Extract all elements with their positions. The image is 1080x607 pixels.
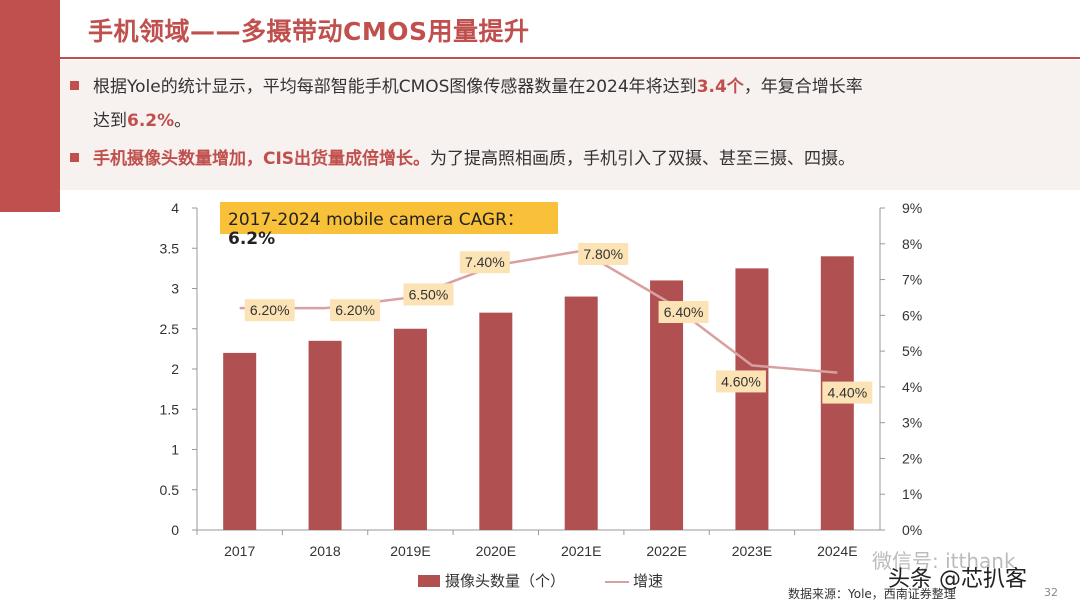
bullet-1-line-2-suffix: 。 (174, 111, 192, 131)
data-label-box (715, 370, 766, 393)
source-note: 数据来源：Yole，西南证券整理 (788, 587, 956, 601)
bar (564, 296, 598, 530)
left-axis-tick-label: 4 (171, 200, 179, 216)
data-label-box (658, 301, 709, 324)
x-axis-tick-label: 2017 (224, 543, 255, 559)
bar (479, 312, 513, 530)
legend-bar-swatch (418, 575, 440, 587)
bullet-panel: 根据Yole的统计显示，平均每部智能手机CMOS图像传感器数量在2024年将达到… (60, 60, 1080, 190)
x-axis-tick-label: 2020E (476, 543, 516, 559)
data-label-box (822, 381, 873, 404)
data-label: 7.80% (583, 246, 623, 262)
legend-line-label: 增速 (633, 572, 664, 590)
cagr-callout-value: 6.2% (228, 229, 276, 249)
data-label: 4.40% (827, 385, 867, 401)
right-axis-tick-label: 6% (902, 307, 922, 323)
x-axis-tick-label: 2023E (732, 543, 772, 559)
bar (393, 328, 427, 530)
title-bar (60, 0, 1080, 58)
left-axis-tick-label: 3 (171, 281, 179, 297)
bar-series (223, 256, 854, 530)
right-axis-tick-label: 0% (902, 522, 922, 538)
data-label-box (330, 299, 381, 322)
right-axis-tick-label: 7% (902, 272, 922, 288)
bar (308, 340, 342, 530)
x-axis-tick-label: 2019E (390, 543, 430, 559)
bullet-2-text: 为了提高照相画质，手机引入了双摄、甚至三摄、四摄。 (430, 149, 856, 169)
right-axis-tick-label: 1% (902, 486, 922, 502)
page-number: 32 (1044, 586, 1058, 599)
cagr-callout-label: 2017-2024 mobile camera CAGR： (228, 210, 524, 230)
left-axis-tick-label: 1.5 (160, 401, 180, 417)
legend-line-swatch (605, 581, 629, 583)
data-label: 7.40% (465, 254, 505, 270)
data-label-box (244, 299, 295, 322)
bullet-1-emphasis-rate: 6.2% (127, 111, 175, 131)
bar (735, 268, 769, 530)
data-label-box (578, 242, 629, 265)
bullet-1-emphasis-count: 3.4个 (696, 77, 744, 97)
bullet-square-icon (70, 81, 79, 90)
left-axis-tick-label: 1 (171, 442, 179, 458)
x-axis-tick-label: 2021E (561, 543, 601, 559)
left-axis-tick-label: 0 (171, 522, 179, 538)
cagr-callout-box (220, 202, 558, 234)
bullet-1: 根据Yole的统计显示，平均每部智能手机CMOS图像传感器数量在2024年将达到… (70, 70, 863, 104)
right-axis-tick-label: 5% (902, 343, 922, 359)
data-labels: 6.20% 6.20% 6.50% 7.40% 7.80% 6.40% 4.60% 4.40% (244, 242, 873, 404)
right-axis-tick-label: 3% (902, 415, 922, 431)
bar (223, 352, 257, 530)
bullet-2-emphasis: 手机摄像头数量增加，CIS出货量成倍增长。 (93, 149, 431, 169)
left-axis-tick-label: 0.5 (160, 482, 180, 498)
left-axis-tick-label: 2 (171, 361, 179, 377)
title-rule (60, 57, 1080, 59)
page-title: 手机领域——多摄带动CMOS用量提升 (88, 17, 530, 46)
left-axis-tick-label: 3.5 (160, 240, 180, 256)
bullet-1-line-2: 达到6.2%。 (93, 104, 191, 138)
bullet-square-icon (70, 153, 79, 162)
data-label: 4.60% (721, 373, 761, 389)
x-axis-tick-label: 2018 (309, 543, 340, 559)
data-label-box (403, 283, 454, 306)
data-label: 6.20% (335, 302, 375, 318)
data-label-box (459, 251, 510, 274)
right-axis-tick-label: 8% (902, 236, 922, 252)
watermark-wechat: 微信号: itthank (872, 549, 1016, 573)
bullet-2: 手机摄像头数量增加，CIS出货量成倍增长。为了提高照相画质，手机引入了双摄、甚至… (70, 142, 855, 176)
data-label: 6.50% (409, 286, 449, 302)
x-axis-tick-label: 2022E (646, 543, 686, 559)
watermark-toutiao: 头条 @芯扒客 (888, 567, 1027, 592)
side-accent-bar (0, 0, 60, 212)
bullet-1-line-2-prefix: 达到 (93, 111, 127, 131)
bullet-1-suffix: ，年复合增长率 (743, 77, 863, 97)
right-axis-tick-label: 9% (902, 200, 922, 216)
legend-bar-label: 摄像头数量（个） (445, 572, 566, 590)
data-label: 6.40% (664, 304, 704, 320)
bullet-1-prefix: 根据Yole的统计显示，平均每部智能手机CMOS图像传感器数量在2024年将达到 (93, 77, 697, 97)
chart-axes: 0 0.5 1 1.5 2 2.5 3 3.5 4 0% 1% 2% 3% 4% 5% 6% 7% 8% 9% 201… (160, 200, 923, 559)
left-axis-tick-label: 2.5 (160, 321, 180, 337)
x-axis-tick-label: 2024E (817, 543, 857, 559)
right-axis-tick-label: 4% (902, 379, 922, 395)
data-label: 6.20% (250, 302, 290, 318)
right-axis-tick-label: 2% (902, 450, 922, 466)
